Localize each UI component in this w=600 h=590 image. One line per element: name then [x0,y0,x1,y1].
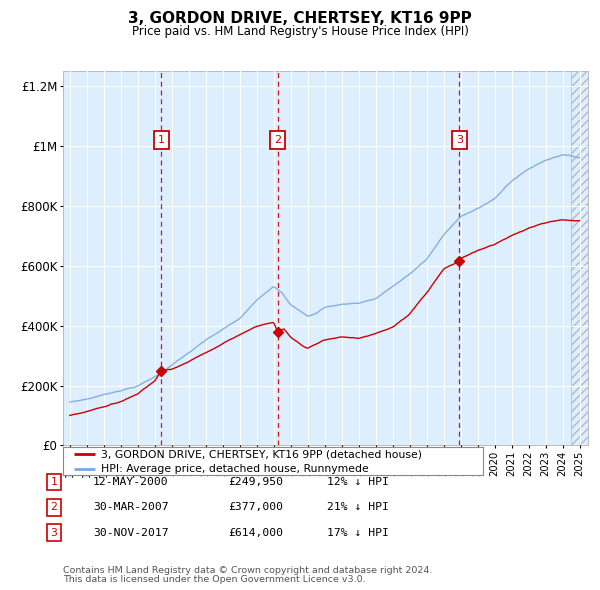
Text: 3, GORDON DRIVE, CHERTSEY, KT16 9PP (detached house): 3, GORDON DRIVE, CHERTSEY, KT16 9PP (det… [101,449,422,459]
Text: HPI: Average price, detached house, Runnymede: HPI: Average price, detached house, Runn… [101,464,368,474]
Text: 30-NOV-2017: 30-NOV-2017 [93,528,169,537]
Text: £614,000: £614,000 [228,528,283,537]
Text: 12% ↓ HPI: 12% ↓ HPI [327,477,389,487]
Text: 30-MAR-2007: 30-MAR-2007 [93,503,169,512]
Text: 2: 2 [50,503,58,512]
Bar [571,71,596,445]
Text: 17% ↓ HPI: 17% ↓ HPI [327,528,389,537]
Text: 3: 3 [50,528,58,537]
Text: £249,950: £249,950 [228,477,283,487]
Text: 3: 3 [456,135,463,145]
Text: 1: 1 [50,477,58,487]
Text: This data is licensed under the Open Government Licence v3.0.: This data is licensed under the Open Gov… [63,575,365,584]
Text: 21% ↓ HPI: 21% ↓ HPI [327,503,389,512]
Text: £377,000: £377,000 [228,503,283,512]
Text: 12-MAY-2000: 12-MAY-2000 [93,477,169,487]
Text: 3, GORDON DRIVE, CHERTSEY, KT16 9PP: 3, GORDON DRIVE, CHERTSEY, KT16 9PP [128,11,472,25]
Text: 1: 1 [158,135,165,145]
Text: Price paid vs. HM Land Registry's House Price Index (HPI): Price paid vs. HM Land Registry's House … [131,25,469,38]
Text: 2: 2 [274,135,281,145]
Text: Contains HM Land Registry data © Crown copyright and database right 2024.: Contains HM Land Registry data © Crown c… [63,566,433,575]
